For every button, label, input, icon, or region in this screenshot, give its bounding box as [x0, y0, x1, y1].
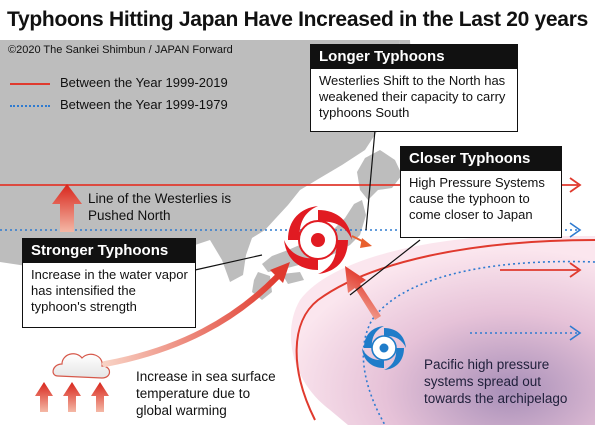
callout-stronger-typhoons: Stronger Typhoons Increase in the water …: [22, 238, 196, 328]
legend-item-past: Between the Year 1999-1979: [10, 96, 228, 114]
pacific-high-area: [290, 236, 595, 425]
curve-arrow: [102, 273, 281, 367]
callout-line: High Pressure Systems: [409, 175, 545, 190]
typhoon-symbol-red: [284, 206, 352, 274]
callout-line: typhoons South: [319, 105, 410, 120]
callout-longer-typhoons: Longer Typhoons Westerlies Shift to the …: [310, 44, 518, 132]
typhoon-symbol-blue: [362, 326, 406, 370]
callout-heading: Stronger Typhoons: [23, 239, 195, 263]
label-pacific-high: Pacific high pressure systems spread out…: [424, 356, 567, 407]
curve-arrowhead: [270, 262, 290, 283]
legend-swatch-recent: [10, 82, 50, 85]
legend-label-recent: Between the Year 1999-2019: [60, 75, 228, 90]
land-hokkaido: [357, 150, 402, 200]
callout-heading: Longer Typhoons: [311, 45, 517, 69]
label-line: Increase in sea surface: [136, 369, 276, 384]
heat-arrows: [35, 382, 109, 412]
callout-line: Increase in the water vapor: [31, 267, 188, 282]
callout-line: come closer to Japan: [409, 207, 533, 222]
pacific-arrow-past: [569, 325, 582, 341]
land-honshu: [262, 200, 366, 272]
westerlies-arrowhead-recent: [569, 177, 582, 193]
land-mainland: [0, 40, 400, 282]
callout-line: Westerlies Shift to the North has: [319, 73, 506, 88]
page-title: Typhoons Hitting Japan Have Increased in…: [0, 0, 595, 40]
copyright-credit: ©2020 The Sankei Shimbun / JAPAN Forward: [8, 44, 233, 56]
callout-line: cause the typhoon to: [409, 191, 530, 206]
legend-swatch-past: [10, 104, 50, 107]
legend-label-past: Between the Year 1999-1979: [60, 97, 228, 112]
pointer-longer: [365, 129, 376, 231]
callout-line: typhoon's strength: [31, 299, 137, 314]
callout-body: Westerlies Shift to the North has weaken…: [311, 69, 517, 125]
legend-item-recent: Between the Year 1999-2019: [10, 74, 228, 92]
label-line: towards the archipelago: [424, 391, 568, 406]
label-line: global warming: [136, 403, 227, 418]
pacific-high-edge-recent: [295, 239, 595, 421]
label-westerlies: Line of the Westerlies is Pushed North: [88, 190, 231, 224]
label-line: temperature due to: [136, 386, 251, 401]
westerlies-arrowhead-past: [569, 222, 582, 238]
cloud-icon: [52, 353, 111, 379]
callout-line: weakened their capacity to carry: [319, 89, 506, 104]
callout-heading: Closer Typhoons: [401, 147, 561, 171]
land-shikoku: [282, 272, 304, 284]
label-line: Line of the Westerlies is: [88, 191, 232, 206]
label-line: Pacific high pressure: [424, 357, 550, 372]
pointer-closer: [349, 239, 421, 296]
callout-body: Increase in the water vapor has intensif…: [23, 263, 195, 319]
label-line: Pushed North: [88, 208, 171, 223]
callout-body: High Pressure Systems cause the typhoon …: [401, 171, 561, 227]
pacific-arrow-recent: [569, 262, 582, 278]
callout-line: has intensified the: [31, 283, 136, 298]
typhoon-motion-arrowhead: [360, 238, 372, 248]
callout-closer-typhoons: Closer Typhoons High Pressure Systems ca…: [400, 146, 562, 238]
pointer-stronger: [194, 254, 263, 271]
high-pressure-arrow: [345, 266, 381, 320]
label-sea-surface: Increase in sea surface temperature due …: [136, 368, 276, 419]
label-line: systems spread out: [424, 374, 542, 389]
up-arrow-icon: [52, 184, 82, 232]
